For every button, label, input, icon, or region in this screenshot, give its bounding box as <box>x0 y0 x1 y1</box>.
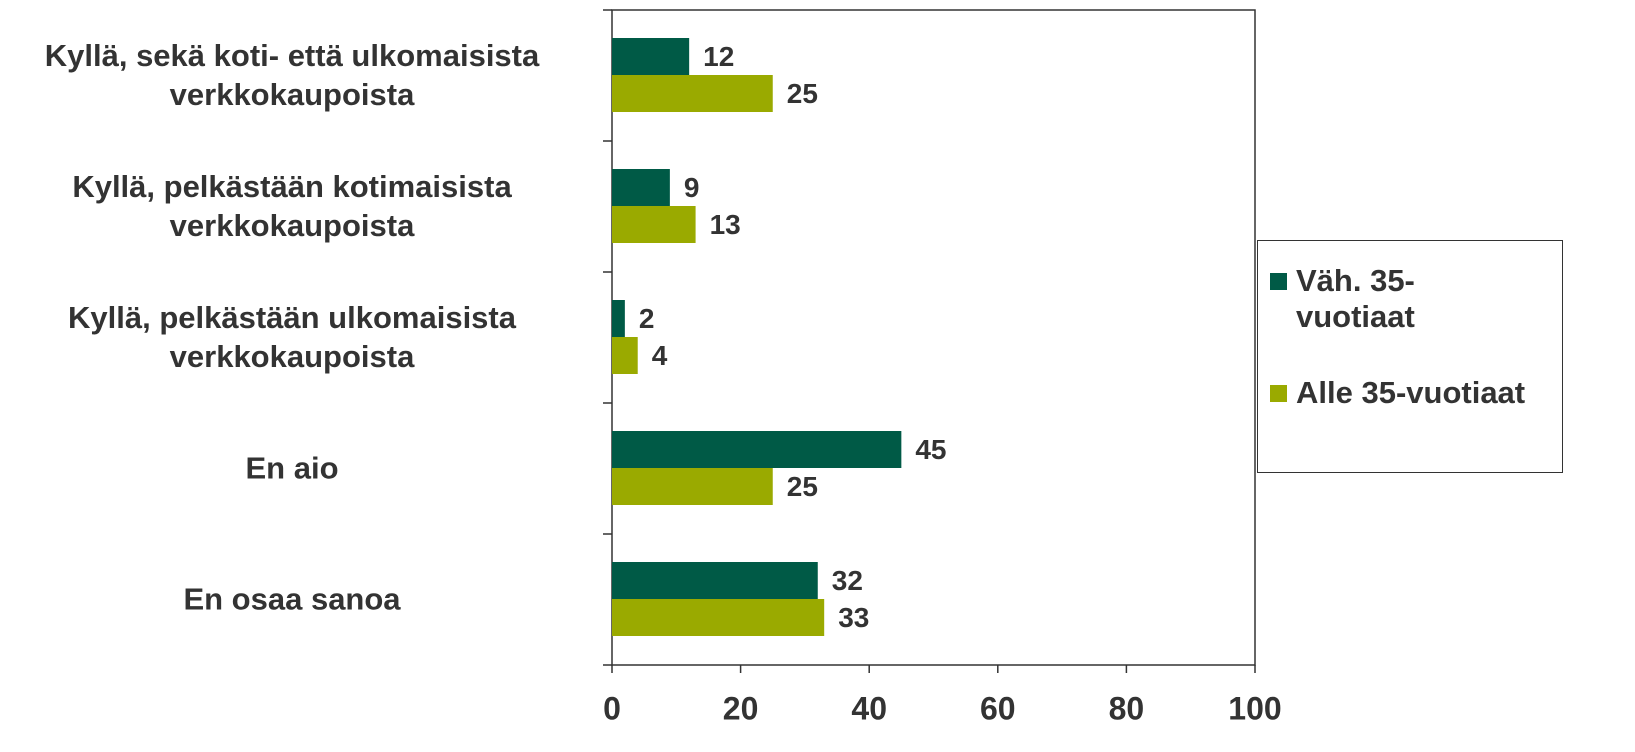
category-label: Kyllä, sekä koti- että ulkomaisista verk… <box>44 38 540 112</box>
bar <box>612 300 625 337</box>
value-label: 33 <box>838 602 869 633</box>
bar <box>612 169 670 206</box>
bar <box>612 38 690 75</box>
bar <box>612 206 696 243</box>
category-label: En osaa sanoa <box>183 581 401 617</box>
value-label: 13 <box>710 209 741 240</box>
value-label: 4 <box>652 340 668 371</box>
x-tick-label: 80 <box>1109 690 1145 726</box>
legend: Väh. 35-vuotiaat Alle 35-vuotiaat <box>1257 240 1563 473</box>
bar <box>612 337 638 374</box>
x-tick-label: 60 <box>980 690 1016 726</box>
value-label: 12 <box>703 41 734 72</box>
bar <box>612 562 818 599</box>
x-tick-label: 40 <box>851 690 887 726</box>
bar <box>612 75 773 112</box>
legend-label: Väh. 35-vuotiaat <box>1296 263 1415 334</box>
value-label: 2 <box>639 303 655 334</box>
bar <box>612 468 773 505</box>
legend-item: Väh. 35-vuotiaat <box>1270 263 1470 335</box>
legend-swatch <box>1270 273 1287 290</box>
x-tick-label: 20 <box>723 690 759 726</box>
x-tick-label: 0 <box>603 690 621 726</box>
value-label: 9 <box>684 172 700 203</box>
category-label: Kyllä, pelkästään ulkomaisista verkkokau… <box>68 300 516 374</box>
bar <box>612 599 825 636</box>
bar <box>612 431 902 468</box>
value-label: 45 <box>915 434 946 465</box>
x-tick-label: 100 <box>1228 690 1281 726</box>
value-label: 25 <box>787 471 818 502</box>
legend-item: Alle 35-vuotiaat <box>1270 375 1525 411</box>
category-label: Kyllä, pelkästään kotimaisista verkkokau… <box>72 169 512 243</box>
category-label: En aio <box>245 450 339 486</box>
legend-label: Alle 35-vuotiaat <box>1296 375 1526 410</box>
legend-swatch <box>1270 385 1287 402</box>
value-label: 25 <box>787 78 818 109</box>
value-label: 32 <box>832 565 863 596</box>
